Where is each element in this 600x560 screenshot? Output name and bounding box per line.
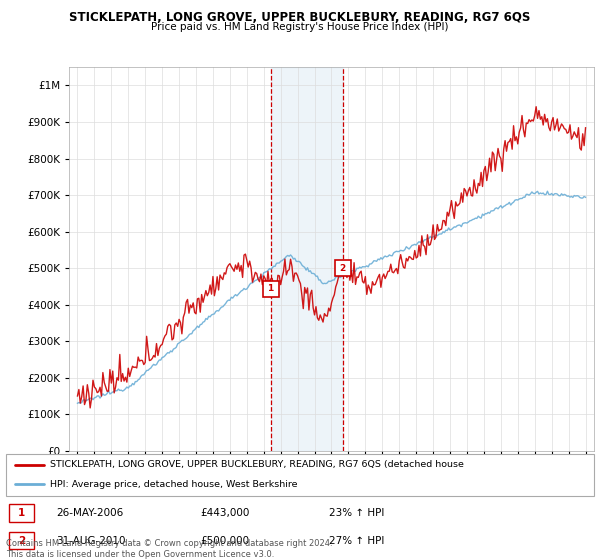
Text: 1: 1 [17,508,25,518]
Text: 2: 2 [340,264,346,273]
Text: 23% ↑ HPI: 23% ↑ HPI [329,508,385,518]
Text: 2: 2 [17,536,25,545]
Text: £500,000: £500,000 [200,536,249,545]
Text: Price paid vs. HM Land Registry's House Price Index (HPI): Price paid vs. HM Land Registry's House … [151,22,449,32]
Text: 26-MAY-2006: 26-MAY-2006 [56,508,123,518]
Text: 31-AUG-2010: 31-AUG-2010 [56,536,125,545]
Text: 1: 1 [268,284,274,293]
FancyBboxPatch shape [9,532,34,549]
FancyBboxPatch shape [6,454,594,496]
Bar [271,67,343,451]
Text: 27% ↑ HPI: 27% ↑ HPI [329,536,385,545]
Text: £443,000: £443,000 [200,508,250,518]
Text: Contains HM Land Registry data © Crown copyright and database right 2024.
This d: Contains HM Land Registry data © Crown c… [6,539,332,559]
FancyBboxPatch shape [9,505,34,522]
Text: HPI: Average price, detached house, West Berkshire: HPI: Average price, detached house, West… [50,480,298,489]
Text: STICKLEPATH, LONG GROVE, UPPER BUCKLEBURY, READING, RG7 6QS (detached house: STICKLEPATH, LONG GROVE, UPPER BUCKLEBUR… [50,460,464,469]
Text: STICKLEPATH, LONG GROVE, UPPER BUCKLEBURY, READING, RG7 6QS: STICKLEPATH, LONG GROVE, UPPER BUCKLEBUR… [70,11,530,24]
